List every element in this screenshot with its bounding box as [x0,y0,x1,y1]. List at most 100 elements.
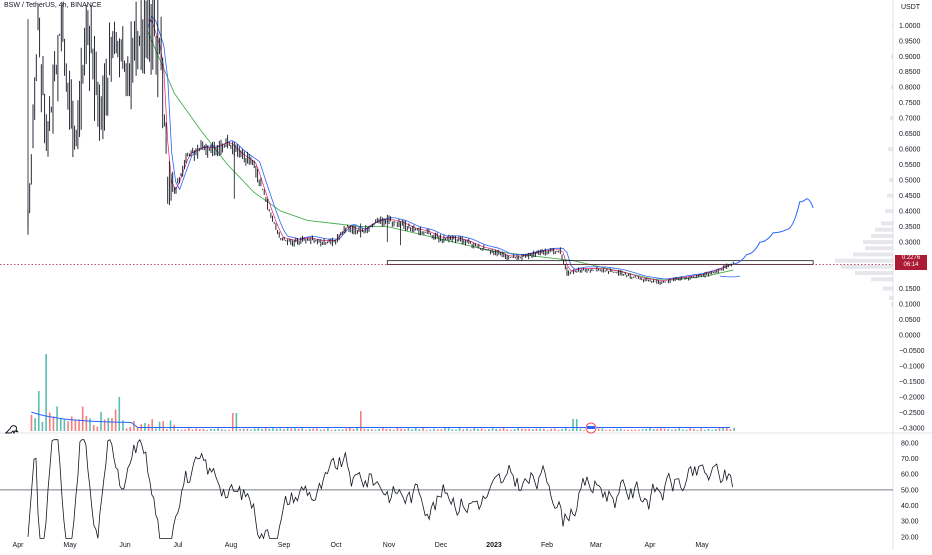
volume-bar [92,424,95,431]
rsi-tick-label: 80.00 [901,440,919,447]
volume-bar [41,421,44,431]
volume-bar [257,427,260,431]
volume-bar [462,429,465,431]
volume-bar [466,428,468,431]
volume-bar [725,427,728,431]
volume-bar [579,428,582,431]
last-price-value: 0.2276 [901,255,921,261]
volume-bar [184,429,186,431]
volume-bar [341,429,344,431]
volume-bar [517,427,519,431]
volume-bar [89,418,91,431]
volume-profile-bar [891,302,893,307]
volume-bar [349,427,351,431]
price-tick-label: 0.9500 [899,38,921,45]
rsi-line [27,438,733,540]
time-tick-label: Oct [331,542,342,549]
volume-bar [678,428,681,431]
volume-bar [374,429,377,431]
volume-bar [59,418,62,431]
volume-bar [235,413,238,431]
volume-bar [528,428,530,431]
volume-ma-line [31,411,730,428]
volume-bar [638,429,640,431]
volume-bar [568,429,571,431]
volume-bar [733,427,735,431]
price-tick-label: 0.6000 [899,147,921,154]
price-tick-label: 1.0000 [899,23,921,30]
volume-profile-bar [890,116,893,121]
price-tick-label: 0.3500 [899,224,921,231]
rsi-tick-label: 60.00 [901,472,919,479]
volume-bar [513,429,516,431]
volume-bar [107,417,110,431]
volume-bar [469,429,472,431]
volume-bar [704,429,706,431]
volume-profile-bar [891,54,893,59]
time-tick-label: Jun [119,542,130,549]
volume-bar [436,429,439,431]
volume-profile-bar [888,147,893,152]
volume-bar [37,391,40,431]
volume-bar [177,429,179,431]
volume-bar [195,428,197,431]
volume-bar [162,421,165,431]
volume-profile-bar [881,221,893,226]
bar-countdown: 06:14 [903,262,919,268]
volume-bar [601,428,604,431]
volume-bar [429,429,432,431]
volume-bar [407,428,410,431]
volume-bar [510,429,512,431]
volume-bar [360,411,362,431]
volume-bar [671,429,673,431]
volume-bar [34,418,36,431]
volume-bar [619,428,622,431]
volume-bar [122,420,124,431]
rsi-tick-label: 40.00 [901,503,919,510]
price-tick-label: 0.1000 [899,302,921,309]
volume-bar [283,428,285,431]
volume-bar [455,429,457,431]
volume-profile-bar [889,178,893,183]
volume-bar [411,429,413,431]
volume-bar [301,427,304,431]
volume-profile-bar [875,227,893,232]
volume-bar [682,429,684,431]
volume-bar [557,429,560,431]
volume-bar [316,428,318,431]
price-tick-label: 0.5000 [899,178,921,185]
volume-bar [213,429,216,431]
price-axis: USDT 1.0000 0.9500 0.9000 0.8500 0.8000 0.7500… [899,4,925,541]
volume-profile-bar [891,85,893,90]
symbol-title: BSW / TetherUS, 4h, BINANCE [4,2,102,9]
volume-bar [660,428,662,431]
volume-bar [327,427,329,431]
price-tick-label: 0.7000 [899,116,921,123]
price-tick-label: −0.3000 [899,425,925,432]
price-tick-label: 0.8500 [899,69,921,76]
volume-profile-bar [855,271,893,276]
price-series [27,0,734,285]
time-tick-label: May [63,542,77,549]
volume-bar [264,427,267,431]
volume-bar [689,428,691,431]
volume-bar [217,428,219,431]
resistance-zone-box [386,260,814,265]
volume-profile-bar [853,252,893,257]
volume-bar [363,428,366,431]
volume-bar [111,417,113,431]
time-tick-label: Jul [174,542,183,549]
volume-bar [228,429,230,431]
volume-bar [334,429,337,431]
volume-bar [56,406,58,431]
volume-bar [191,429,194,431]
projection-line [733,198,814,265]
volume-profile-bar [863,240,893,245]
volume-bar [129,426,132,431]
currency-label: USDT [901,4,921,11]
projection-hook [719,275,741,278]
volume-profile-bar [865,246,893,251]
volume-bar [305,429,307,431]
